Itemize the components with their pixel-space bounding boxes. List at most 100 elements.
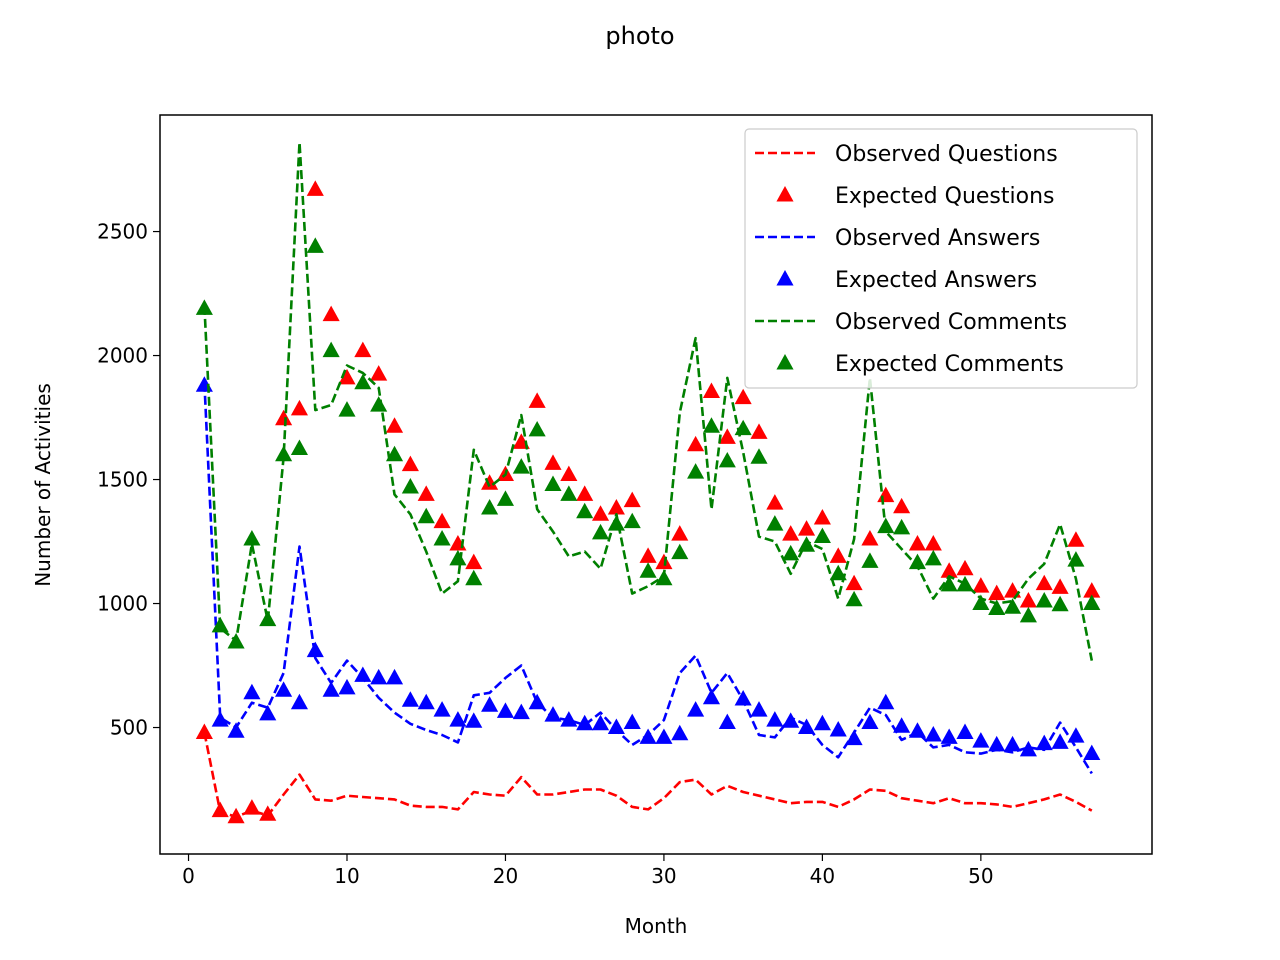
point-expected-comments	[1019, 606, 1037, 623]
point-expected-comments	[401, 477, 419, 494]
point-expected-questions	[544, 454, 562, 470]
point-expected-comments	[275, 445, 293, 462]
point-expected-comments	[1003, 598, 1022, 614]
point-expected-questions	[433, 512, 451, 529]
point-expected-comments	[988, 599, 1006, 615]
point-expected-comments	[465, 569, 483, 586]
point-expected-answers	[338, 678, 356, 695]
point-expected-comments	[893, 518, 911, 535]
point-expected-answers	[924, 725, 942, 742]
x-tick-label: 30	[651, 864, 676, 888]
point-expected-questions	[195, 723, 213, 739]
point-expected-questions	[576, 485, 594, 501]
legend-label: Expected Comments	[835, 352, 1064, 377]
series-expected-questions	[195, 180, 1101, 824]
point-expected-questions	[259, 805, 277, 821]
point-expected-questions	[797, 520, 816, 536]
point-expected-comments	[750, 448, 768, 464]
point-expected-comments	[370, 396, 388, 412]
y-tick-label: 1500	[97, 468, 148, 492]
point-expected-answers	[1051, 733, 1069, 749]
point-expected-answers	[750, 701, 768, 717]
point-expected-questions	[354, 341, 372, 358]
point-expected-questions	[481, 474, 499, 490]
point-expected-comments	[797, 536, 816, 552]
point-expected-comments	[496, 490, 515, 506]
point-expected-comments	[544, 475, 562, 491]
legend-label: Observed Comments	[835, 310, 1067, 335]
y-tick-label: 1000	[97, 592, 148, 616]
point-expected-answers	[227, 722, 245, 738]
point-expected-questions	[766, 494, 784, 510]
point-expected-answers	[607, 718, 625, 735]
x-tick-label: 50	[968, 864, 993, 888]
plot-frame	[159, 114, 1153, 855]
point-expected-questions	[734, 388, 752, 405]
point-expected-answers	[734, 690, 752, 706]
point-expected-comments	[877, 517, 895, 534]
point-expected-questions	[465, 553, 483, 570]
point-expected-answers	[576, 714, 594, 731]
point-expected-answers	[591, 714, 610, 731]
point-expected-answers	[512, 703, 530, 720]
point-expected-questions	[385, 417, 404, 433]
point-expected-comments	[243, 530, 261, 546]
point-expected-questions	[417, 485, 435, 501]
point-expected-answers	[290, 693, 309, 710]
point-expected-answers	[243, 683, 261, 700]
point-expected-comments	[417, 507, 435, 524]
point-expected-answers	[908, 722, 927, 738]
point-expected-comments	[259, 610, 277, 627]
point-expected-comments	[766, 515, 784, 531]
series-layer	[195, 141, 1101, 824]
point-expected-answers	[766, 711, 784, 727]
point-expected-comments	[322, 341, 340, 358]
point-expected-questions	[861, 530, 879, 546]
x-tick-label: 40	[810, 864, 835, 888]
point-expected-answers	[702, 688, 721, 705]
y-tick-label: 500	[110, 716, 148, 740]
point-expected-answers	[813, 714, 831, 731]
point-expected-comments	[956, 575, 974, 592]
y-axis-label: Number of Activities	[31, 383, 55, 587]
point-expected-comments	[972, 594, 990, 611]
point-expected-comments	[449, 549, 467, 566]
point-expected-answers	[861, 713, 879, 730]
line-observed-questions	[203, 732, 1093, 819]
point-expected-questions	[306, 180, 324, 196]
point-expected-questions	[893, 497, 911, 514]
point-expected-answers	[797, 718, 816, 735]
point-expected-answers	[972, 732, 990, 748]
legend: Observed Questions Expected Questions Obse…	[744, 128, 1138, 389]
point-expected-answers	[211, 711, 229, 727]
point-expected-answers	[1035, 734, 1053, 751]
point-expected-questions	[702, 382, 721, 398]
point-expected-answers	[433, 701, 451, 717]
point-expected-comments	[813, 527, 831, 544]
point-expected-answers	[496, 702, 515, 718]
series-expected-answers	[195, 376, 1101, 761]
point-expected-questions	[750, 423, 768, 439]
point-expected-comments	[211, 616, 229, 633]
point-expected-comments	[195, 299, 213, 315]
point-expected-questions	[227, 807, 245, 824]
legend-label: Expected Questions	[835, 184, 1055, 209]
point-expected-questions	[988, 584, 1006, 601]
point-expected-comments	[623, 512, 641, 529]
series-observed-questions	[203, 732, 1093, 819]
point-expected-comments	[227, 632, 245, 649]
point-expected-answers	[465, 712, 483, 728]
point-expected-comments	[908, 553, 927, 570]
point-expected-questions	[940, 562, 958, 578]
point-expected-answers	[623, 713, 641, 730]
point-expected-answers	[1067, 727, 1085, 743]
point-expected-answers	[401, 691, 419, 707]
point-expected-answers	[449, 711, 467, 727]
point-expected-answers	[782, 712, 800, 728]
point-expected-questions	[1083, 582, 1101, 598]
point-expected-comments	[1051, 595, 1069, 612]
series-expected-comments	[195, 237, 1101, 649]
point-expected-questions	[1035, 574, 1053, 591]
point-expected-answers	[1083, 744, 1101, 761]
point-expected-questions	[671, 525, 689, 541]
